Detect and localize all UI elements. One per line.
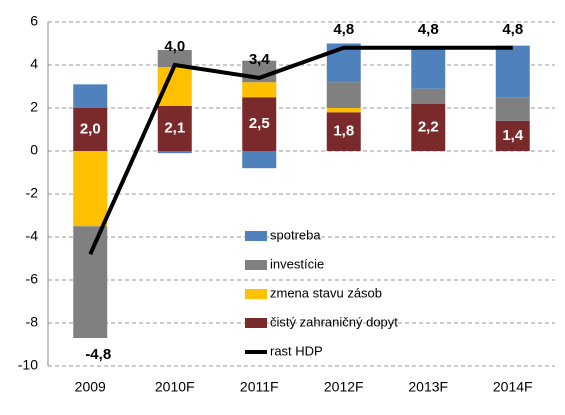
legend-swatch bbox=[245, 260, 267, 270]
x-tick-label: 2010F bbox=[155, 379, 195, 395]
legend-label: rast HDP bbox=[270, 343, 323, 358]
legend-label: čistý zahraničný dopyt bbox=[270, 314, 398, 329]
legend-swatch bbox=[245, 318, 267, 328]
bar-segment bbox=[73, 151, 108, 227]
x-tick-label: 2012F bbox=[324, 379, 364, 395]
x-tick-label: 2014F bbox=[493, 379, 533, 395]
legend-label: zmena stavu zásob bbox=[270, 285, 382, 300]
y-tick-label: -6 bbox=[26, 271, 39, 287]
data-label: 2,0 bbox=[80, 120, 101, 137]
bar-segment bbox=[495, 45, 530, 98]
y-tick-label: 4 bbox=[30, 56, 38, 72]
y-tick-label: -8 bbox=[26, 314, 39, 330]
data-label: 4,8 bbox=[418, 21, 439, 38]
bar-segment bbox=[495, 97, 530, 121]
bar-segment bbox=[411, 103, 446, 151]
bar-segment bbox=[73, 226, 108, 339]
y-tick-label: -2 bbox=[26, 185, 39, 201]
bar-segment bbox=[242, 151, 277, 169]
legend-swatch bbox=[245, 231, 267, 241]
bar-segment bbox=[157, 151, 192, 154]
data-label: 4,8 bbox=[502, 21, 523, 38]
legend-swatch bbox=[245, 289, 267, 299]
data-label: -4,8 bbox=[85, 346, 111, 363]
data-label: 2,2 bbox=[418, 118, 439, 135]
y-tick-label: 2 bbox=[30, 99, 38, 115]
bar-segment bbox=[73, 84, 108, 108]
data-label: 2,1 bbox=[164, 119, 185, 136]
bar-segment bbox=[157, 49, 192, 68]
y-tick-label: -10 bbox=[18, 357, 38, 373]
bar-segment bbox=[157, 105, 192, 151]
bar-segment bbox=[242, 82, 277, 98]
data-label: 1,8 bbox=[333, 123, 354, 140]
bar-segment bbox=[326, 108, 361, 113]
bar-segment bbox=[495, 120, 530, 151]
data-label: 2,5 bbox=[249, 115, 270, 132]
y-tick-label: -4 bbox=[26, 228, 39, 244]
bar-segment bbox=[411, 88, 446, 104]
line-series bbox=[88, 45, 513, 256]
legend-label: spotreba bbox=[270, 227, 321, 242]
data-label: 4,0 bbox=[164, 38, 185, 55]
bar-segment bbox=[157, 67, 192, 106]
bar-segment bbox=[242, 97, 277, 151]
data-label: 4,8 bbox=[333, 21, 354, 38]
x-tick-label: 2013F bbox=[408, 379, 448, 395]
bar-segment bbox=[326, 82, 361, 108]
y-tick-label: 6 bbox=[30, 13, 38, 29]
x-tick-label: 2009 bbox=[75, 379, 106, 395]
legend-label: investície bbox=[270, 256, 324, 271]
bar-segment bbox=[326, 112, 361, 151]
data-label: 3,4 bbox=[249, 51, 271, 68]
data-label: 1,4 bbox=[502, 127, 524, 144]
bar-segment bbox=[73, 108, 108, 151]
x-tick-label: 2011F bbox=[240, 379, 279, 395]
bar-segment bbox=[411, 47, 446, 89]
y-tick-label: 0 bbox=[30, 142, 38, 158]
